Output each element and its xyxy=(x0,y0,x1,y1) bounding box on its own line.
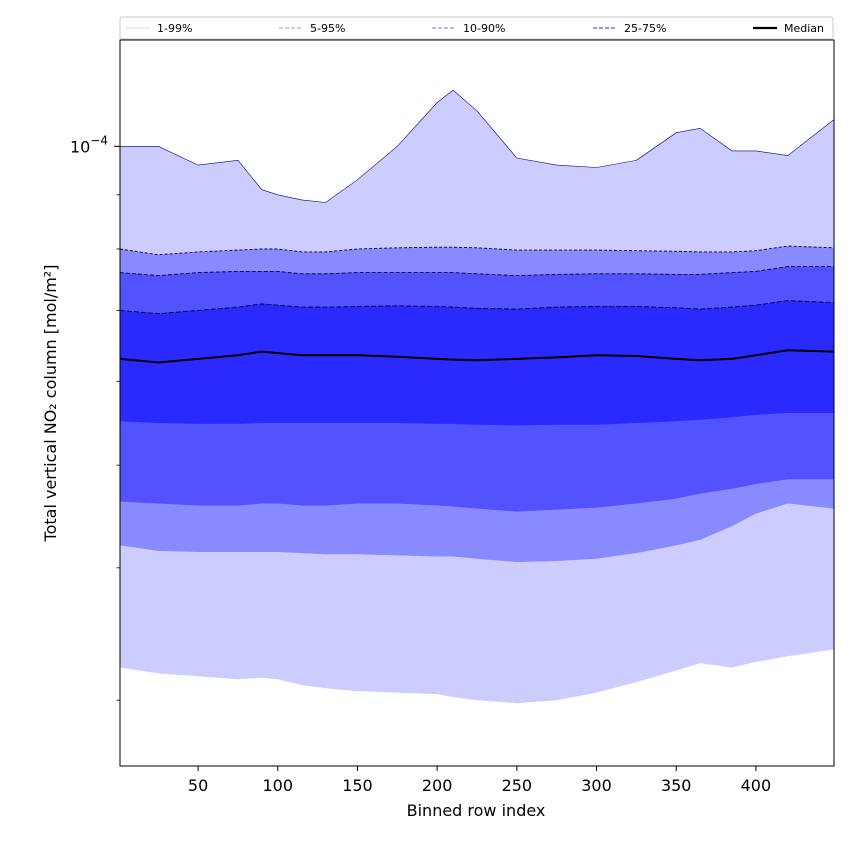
plot-frame xyxy=(119,39,835,767)
legend-label: 10-90% xyxy=(463,22,505,35)
y-axis-label: Total vertical NO₂ column [mol/m²] xyxy=(41,265,60,543)
band-25-75 xyxy=(120,300,834,426)
y-major-tick-label: 10−4 xyxy=(70,133,108,156)
y-axis: 10−4 xyxy=(70,133,120,701)
x-tick-label: 350 xyxy=(661,776,692,795)
x-tick-label: 250 xyxy=(502,776,533,795)
x-tick-label: 50 xyxy=(188,776,208,795)
x-tick-label: 150 xyxy=(342,776,373,795)
band-upper-line-10-90 xyxy=(120,266,834,277)
x-tick-label: 200 xyxy=(422,776,453,795)
x-tick-label: 100 xyxy=(263,776,294,795)
x-tick-label: 300 xyxy=(581,776,612,795)
x-axis-label: Binned row index xyxy=(407,801,546,820)
legend-label: Median xyxy=(784,22,824,35)
legend: 1-99% 5-95% 10-90% 25-75% Median xyxy=(119,16,834,40)
bands-layer xyxy=(120,90,834,704)
legend-label: 5-95% xyxy=(310,22,345,35)
band-upper-line-25-75 xyxy=(120,300,834,315)
median-line xyxy=(120,349,834,364)
legend-label: 25-75% xyxy=(624,22,666,35)
band-upper-line-1-99 xyxy=(120,89,834,203)
legend-label: 1-99% xyxy=(157,22,192,35)
x-axis: 50 100 150 200 250 300 350 400 xyxy=(188,766,771,795)
band-upper-line-5-95 xyxy=(120,245,834,256)
lines-layer xyxy=(120,89,834,364)
legend-frame xyxy=(119,16,834,40)
x-tick-label: 400 xyxy=(741,776,772,795)
